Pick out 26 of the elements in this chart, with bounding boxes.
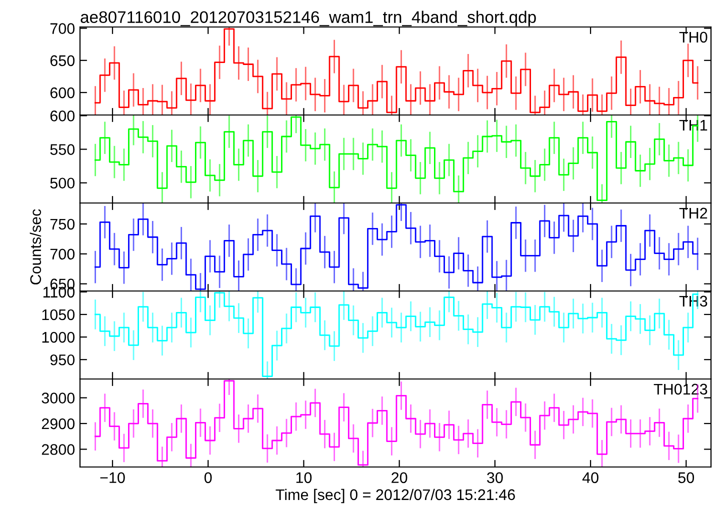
y-tick-label: 550 bbox=[50, 144, 75, 155]
y-tick-label: 650 bbox=[50, 55, 75, 66]
y-tick-label: 600 bbox=[50, 87, 75, 98]
x-axis-title: Time [sec] 0 = 2012/07/03 15:21:46 bbox=[276, 488, 515, 504]
chart-title: ae807116010_20120703152146_wam1_trn_4band_short.qdp bbox=[80, 10, 536, 26]
y-axis-title: Counts/sec bbox=[30, 209, 42, 284]
series-label: TH2 bbox=[679, 208, 708, 218]
y-tick-label: 600 bbox=[50, 110, 75, 122]
y-tick-label: 3000 bbox=[42, 392, 75, 404]
y-tick-label: 500 bbox=[50, 178, 75, 189]
y-tick-label: 2900 bbox=[42, 418, 75, 430]
x-tick-label: 30 bbox=[487, 472, 503, 484]
x-tick-label: −10 bbox=[100, 472, 125, 484]
series-label: TH0 bbox=[679, 32, 708, 43]
x-tick-label: 10 bbox=[296, 472, 312, 484]
y-tick-label: 700 bbox=[50, 248, 75, 260]
y-tick-label: 1000 bbox=[42, 332, 75, 343]
x-tick-label: 20 bbox=[392, 472, 408, 484]
x-tick-label: 40 bbox=[582, 472, 598, 484]
x-tick-label: 0 bbox=[204, 472, 212, 484]
y-tick-label: 1050 bbox=[42, 309, 75, 320]
y-tick-label: 2800 bbox=[42, 444, 75, 455]
y-tick-label: 700 bbox=[50, 23, 75, 34]
y-tick-label: 950 bbox=[50, 354, 75, 366]
x-tick-label: 50 bbox=[678, 472, 694, 484]
y-tick-label: 750 bbox=[50, 218, 75, 230]
